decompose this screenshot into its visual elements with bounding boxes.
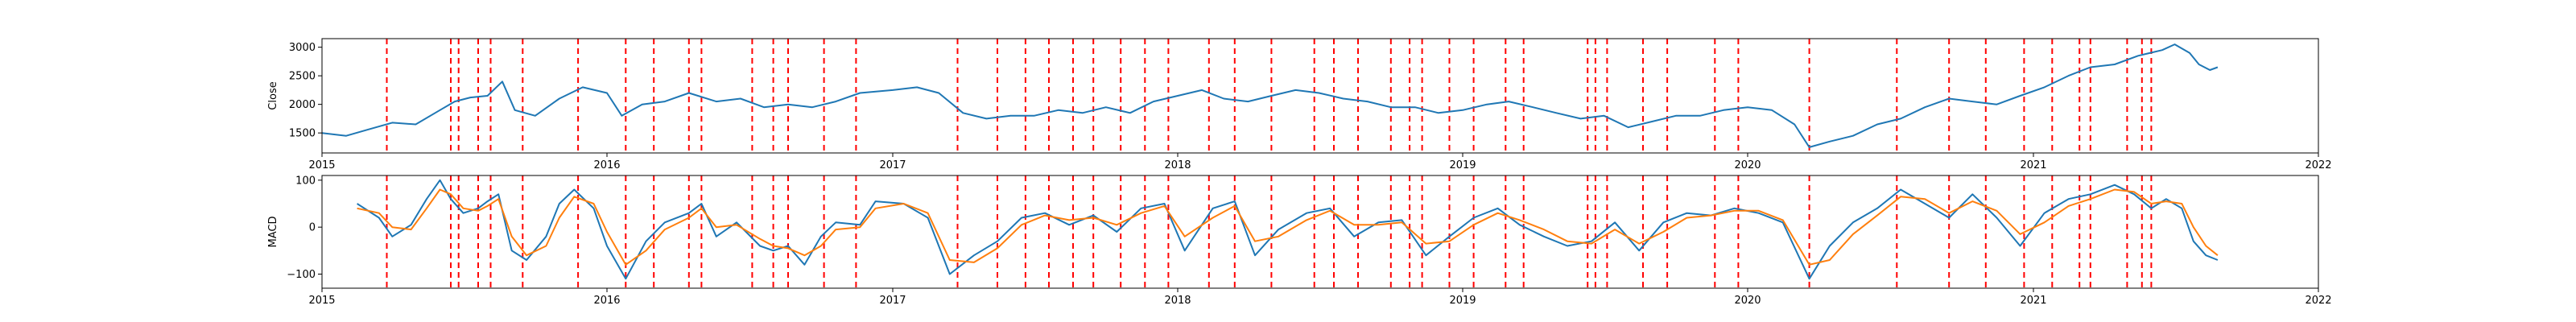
macd-plot-frame — [321, 175, 2319, 289]
macd-series-lines — [357, 179, 2219, 280]
close-x-tick-label-2020: 2020 — [1734, 159, 1761, 171]
close-plot-frame — [321, 38, 2319, 154]
macd-series-line-1 — [357, 188, 2219, 266]
close-x-tick-label-2022: 2022 — [2305, 159, 2331, 171]
close-x-tick-label-2017: 2017 — [879, 159, 906, 171]
macd-x-tick-label-2019: 2019 — [1449, 295, 1476, 307]
close-y-axis-label: Close — [267, 81, 279, 109]
close-x-tick-label-2015: 2015 — [308, 159, 335, 171]
macd-y-axis-label: MACD — [267, 217, 279, 248]
close-y-ticks: 1500 2000 2500 3000 — [289, 42, 322, 140]
close-x-tick-label-2019: 2019 — [1449, 159, 1476, 171]
macd-x-tick-label-2015: 2015 — [308, 295, 335, 307]
close-x-tick-label-2018: 2018 — [1164, 159, 1191, 171]
close-series-lines — [322, 43, 2219, 148]
close-y-tick-label-1500: 1500 — [289, 128, 316, 140]
macd-panel: 2015 2016 2017 2018 2019 2020 2021 2022 −100 0 10… — [267, 175, 2332, 307]
close-series-line-0 — [322, 43, 2219, 148]
macd-x-tick-label-2017: 2017 — [879, 295, 906, 307]
macd-y-tick-label-100: 100 — [295, 175, 316, 187]
macd-x-ticks: 2015 2016 2017 2018 2019 2020 2021 2022 — [308, 288, 2332, 307]
macd-x-tick-label-2022: 2022 — [2305, 295, 2331, 307]
macd-x-tick-label-2016: 2016 — [593, 295, 620, 307]
macd-y-ticks: −100 0 100 — [287, 175, 322, 281]
macd-series-line-0 — [357, 179, 2219, 280]
close-price-panel: 2015 2016 2017 2018 2019 2020 2021 2022 1500 200… — [267, 38, 2332, 171]
close-x-ticks: 2015 2016 2017 2018 2019 2020 2021 2022 — [308, 153, 2332, 171]
macd-y-tick-label--100: −100 — [287, 269, 316, 281]
macd-x-tick-label-2018: 2018 — [1164, 295, 1191, 307]
macd-x-tick-label-2021: 2021 — [2020, 295, 2046, 307]
close-y-tick-label-2000: 2000 — [289, 99, 316, 111]
close-x-tick-label-2016: 2016 — [593, 159, 620, 171]
close-x-tick-label-2021: 2021 — [2020, 159, 2046, 171]
close-y-tick-label-2500: 2500 — [289, 71, 316, 83]
macd-x-tick-label-2020: 2020 — [1734, 295, 1761, 307]
close-y-tick-label-3000: 3000 — [289, 42, 316, 54]
macd-y-tick-label-0: 0 — [309, 222, 316, 234]
